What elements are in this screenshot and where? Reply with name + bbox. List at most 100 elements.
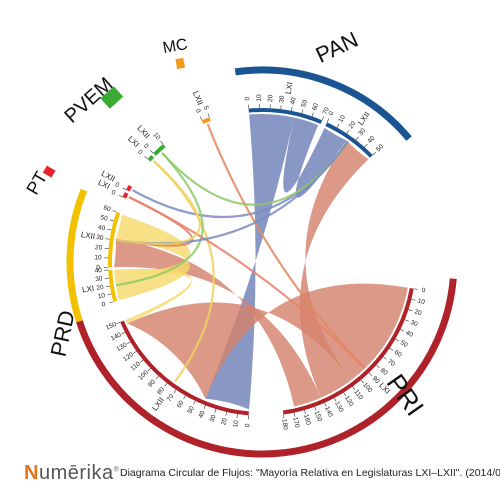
legislature-arc: [201, 117, 211, 124]
tick-mark: [383, 356, 387, 360]
tick-mark: [364, 144, 368, 148]
tick-label: 5: [202, 105, 210, 111]
party-arc-prd: [66, 188, 88, 323]
tick-mark: [116, 321, 121, 325]
tick-mark: [389, 347, 394, 351]
tick-mark: [355, 136, 359, 141]
tick-label: 10: [94, 254, 102, 261]
party-label-mc: MC: [161, 36, 188, 57]
tick-mark: [411, 298, 416, 301]
tick-mark: [118, 194, 123, 198]
flow-ribbon: [114, 268, 192, 324]
tick-mark: [109, 301, 114, 304]
tick-mark: [214, 408, 217, 413]
tick-mark: [155, 375, 159, 380]
tick-label: 130: [115, 341, 128, 353]
legislature-arc: [120, 320, 249, 416]
tick-mark: [109, 219, 114, 222]
party-label-pan: PAN: [312, 27, 362, 68]
tick-label: 30: [209, 414, 218, 423]
tick-mark: [236, 413, 238, 419]
tick-label: 20: [413, 308, 422, 317]
tick-label: 40: [94, 267, 102, 274]
legislature-arc: [108, 269, 118, 302]
tick-mark: [304, 409, 306, 414]
flow-ribbon: [114, 214, 191, 301]
tick-mark: [183, 395, 186, 400]
tick-mark: [225, 411, 227, 416]
flow-ribbon: [205, 114, 295, 410]
tick-mark: [207, 113, 210, 118]
tick-mark: [139, 359, 144, 363]
legislature-label: LXI: [284, 81, 295, 94]
tick-label: 30: [95, 275, 103, 283]
legislature-label: LXII: [135, 124, 151, 141]
tick-mark: [199, 116, 203, 121]
tick-mark: [173, 389, 177, 394]
tick-label: 0: [136, 149, 144, 157]
party-marker-pvem: [100, 86, 124, 109]
legislature-arc: [147, 155, 155, 162]
tick-label: 0: [142, 142, 150, 150]
tick-label: 70: [166, 393, 176, 403]
tick-label: 130: [333, 400, 344, 413]
tick-label: 90: [371, 375, 381, 385]
party-marker-pt: [42, 165, 56, 178]
tick-label: 50: [300, 99, 309, 108]
flow-ribbon: [128, 196, 366, 370]
tick-label: 90: [147, 378, 157, 388]
legislature-label: LXII: [356, 110, 372, 127]
tick-label: 120: [122, 351, 135, 363]
tick-label: 140: [110, 331, 123, 342]
tick-label: 10: [151, 131, 161, 141]
footer: Numērika® Diagrama Circular de Flujos: "…: [0, 458, 500, 488]
tick-mark: [352, 386, 356, 391]
tick-label: 10: [97, 292, 106, 300]
tick-label: 0: [244, 96, 251, 101]
tick-mark: [126, 341, 131, 345]
tick-mark: [133, 350, 137, 354]
tick-label: 120: [343, 395, 355, 408]
party-marker-mc: [175, 57, 186, 70]
legislature-arc: [325, 122, 373, 158]
tick-label: 30: [409, 319, 419, 328]
tick-mark: [326, 118, 330, 123]
tick-label: 10: [417, 298, 426, 307]
tick-mark: [164, 383, 168, 387]
legislature-arc: [126, 185, 133, 192]
legislature-arc: [108, 211, 121, 268]
tick-label: 60: [102, 204, 111, 213]
chord-diagram: 0 10 20 30 40 50 60 70LXI01020304050LXII0102030…: [22, 27, 457, 458]
tick-mark: [395, 338, 399, 342]
flow-ribbon: [283, 117, 347, 198]
tick-mark: [376, 364, 380, 368]
tick-mark: [404, 319, 409, 322]
tick-mark: [400, 329, 405, 332]
legislature-label: LXII: [150, 396, 166, 413]
tick-label: 0: [244, 423, 251, 428]
tick-mark: [334, 397, 337, 402]
tick-label: 20: [348, 120, 358, 130]
legislature-label: LXII: [191, 90, 205, 107]
tick-mark: [408, 309, 413, 312]
tick-label: 40: [197, 410, 206, 420]
tick-mark: [147, 368, 151, 372]
tick-mark: [346, 129, 350, 134]
tick-label: 0: [101, 301, 107, 309]
legislature-arc: [153, 144, 166, 156]
tick-label: 0: [194, 108, 202, 114]
tick-label: 150: [105, 321, 118, 332]
tick-label: 50: [399, 339, 409, 349]
tick-mark: [368, 372, 372, 376]
tick-label: 30: [96, 234, 105, 242]
tick-label: 50: [186, 405, 196, 415]
tick-label: 10: [256, 94, 263, 102]
tick-label: 60: [393, 349, 403, 359]
tick-label: 40: [366, 135, 376, 145]
tick-mark: [107, 293, 112, 296]
tick-mark: [121, 331, 126, 335]
tick-label: 160: [302, 414, 312, 427]
tick-mark: [311, 112, 314, 117]
tick-mark: [336, 123, 340, 128]
tick-mark: [122, 187, 127, 190]
